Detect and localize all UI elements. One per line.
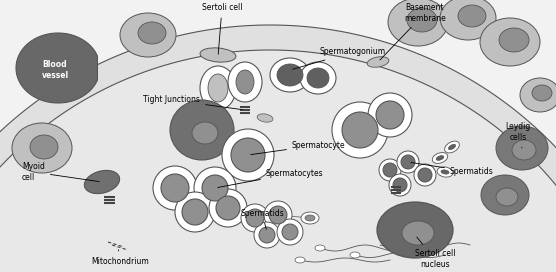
Ellipse shape (259, 227, 275, 243)
Ellipse shape (496, 126, 548, 170)
Ellipse shape (170, 100, 234, 160)
Ellipse shape (402, 221, 434, 245)
Text: Spermatocyte: Spermatocyte (251, 141, 346, 154)
Ellipse shape (270, 58, 310, 92)
Ellipse shape (194, 167, 236, 209)
Polygon shape (0, 50, 556, 272)
Ellipse shape (277, 219, 303, 245)
Ellipse shape (499, 28, 529, 52)
Ellipse shape (12, 123, 72, 173)
Ellipse shape (241, 204, 269, 232)
Ellipse shape (305, 215, 315, 221)
Ellipse shape (414, 164, 436, 186)
Text: Mitochondrium: Mitochondrium (91, 250, 149, 265)
Ellipse shape (368, 93, 412, 137)
Text: Sertoli cell
nucleus: Sertoli cell nucleus (415, 237, 455, 269)
Text: Spermatocytes: Spermatocytes (218, 168, 324, 187)
Text: Sertoli cell: Sertoli cell (202, 4, 242, 54)
Ellipse shape (208, 74, 228, 102)
Ellipse shape (161, 174, 189, 202)
Ellipse shape (436, 156, 444, 160)
Ellipse shape (437, 167, 453, 177)
Ellipse shape (85, 170, 120, 194)
Ellipse shape (458, 5, 486, 27)
Ellipse shape (332, 102, 388, 158)
Polygon shape (16, 33, 97, 103)
Ellipse shape (393, 178, 407, 192)
Ellipse shape (379, 159, 401, 181)
Ellipse shape (202, 175, 228, 201)
Ellipse shape (440, 0, 496, 40)
Ellipse shape (301, 212, 319, 224)
Text: Spermatids: Spermatids (411, 162, 494, 177)
Ellipse shape (307, 68, 329, 88)
Ellipse shape (481, 175, 529, 215)
Ellipse shape (175, 192, 215, 232)
Ellipse shape (153, 166, 197, 210)
Text: Spermatids: Spermatids (240, 209, 284, 229)
Ellipse shape (342, 112, 378, 148)
Ellipse shape (532, 85, 552, 101)
Text: Spermatogonium: Spermatogonium (292, 48, 386, 69)
Ellipse shape (200, 48, 236, 62)
Ellipse shape (441, 170, 449, 174)
Ellipse shape (388, 0, 448, 46)
Ellipse shape (401, 155, 415, 169)
Ellipse shape (397, 151, 419, 173)
Ellipse shape (315, 245, 325, 251)
Ellipse shape (236, 70, 254, 94)
Text: Tight Junctions: Tight Junctions (143, 95, 242, 110)
Ellipse shape (367, 57, 389, 67)
Ellipse shape (138, 22, 166, 44)
Ellipse shape (389, 174, 411, 196)
Ellipse shape (383, 163, 397, 177)
Ellipse shape (228, 62, 262, 102)
Ellipse shape (300, 62, 336, 94)
Ellipse shape (30, 135, 58, 159)
Ellipse shape (376, 101, 404, 129)
Text: Leydig
cells: Leydig cells (505, 122, 530, 148)
Ellipse shape (433, 153, 448, 163)
Ellipse shape (257, 114, 273, 122)
Text: Basement
membrane: Basement membrane (380, 3, 446, 60)
Ellipse shape (282, 224, 298, 240)
Ellipse shape (418, 168, 432, 182)
Ellipse shape (120, 13, 176, 57)
Ellipse shape (209, 189, 247, 227)
Ellipse shape (480, 18, 540, 66)
Ellipse shape (231, 138, 265, 172)
Ellipse shape (277, 64, 303, 86)
Ellipse shape (269, 206, 287, 224)
Ellipse shape (512, 140, 536, 160)
Ellipse shape (216, 196, 240, 220)
Ellipse shape (295, 257, 305, 263)
Ellipse shape (377, 202, 453, 258)
Ellipse shape (254, 222, 280, 248)
Ellipse shape (200, 66, 236, 110)
Ellipse shape (222, 129, 274, 181)
Text: Blood
vessel: Blood vessel (42, 60, 68, 80)
Ellipse shape (264, 201, 292, 229)
Ellipse shape (246, 209, 264, 227)
Ellipse shape (520, 78, 556, 112)
Ellipse shape (182, 199, 208, 225)
Ellipse shape (445, 141, 459, 153)
Ellipse shape (407, 8, 437, 32)
Ellipse shape (448, 144, 455, 150)
Ellipse shape (496, 188, 518, 206)
Ellipse shape (192, 122, 218, 144)
Text: Myoid
cell: Myoid cell (22, 162, 100, 182)
Polygon shape (0, 25, 556, 272)
Ellipse shape (350, 252, 360, 258)
